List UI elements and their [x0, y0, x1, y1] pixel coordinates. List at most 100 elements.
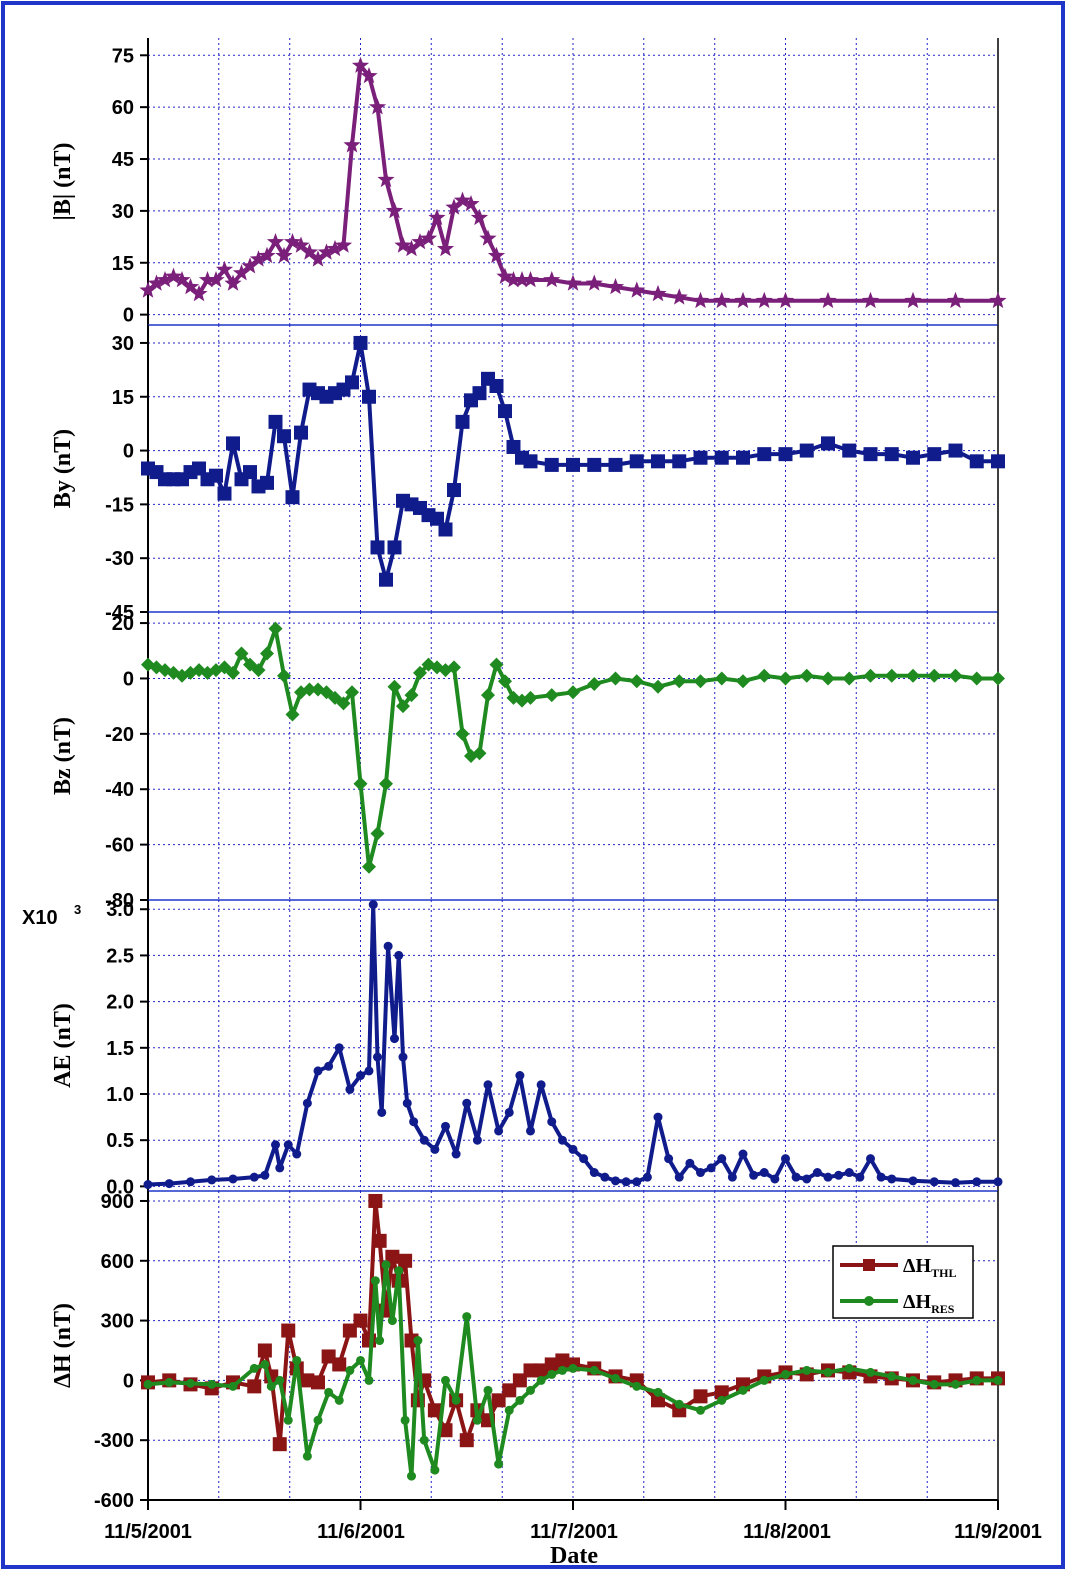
- data-point: [268, 414, 283, 429]
- data-point: [377, 1107, 387, 1117]
- y-tick-label: 0: [123, 441, 134, 463]
- data-point: [436, 239, 455, 257]
- data-point: [589, 1168, 599, 1178]
- data-point: [383, 941, 393, 951]
- data-point: [283, 1415, 293, 1425]
- y-tick-label: 1.0: [106, 1084, 134, 1106]
- data-point: [483, 1080, 493, 1090]
- y-tick-label: -30: [105, 548, 134, 570]
- data-point: [472, 1415, 482, 1425]
- data-point: [864, 1296, 874, 1306]
- data-point: [249, 1363, 259, 1373]
- data-point: [427, 1403, 442, 1418]
- data-point: [791, 1172, 801, 1182]
- y-tick-label: 15: [112, 387, 134, 409]
- data-point: [472, 746, 487, 761]
- data-point: [863, 447, 878, 462]
- data-point: [989, 291, 1007, 309]
- data-point: [268, 621, 283, 636]
- data-point: [453, 191, 472, 208]
- data-point: [413, 1336, 423, 1346]
- data-point: [821, 671, 835, 686]
- data-point: [608, 671, 623, 686]
- data-point: [317, 243, 336, 260]
- data-point: [526, 1126, 535, 1136]
- data-point: [855, 1172, 865, 1182]
- data-point: [372, 1233, 387, 1248]
- data-point: [884, 668, 899, 683]
- data-point: [387, 679, 402, 694]
- data-point: [356, 1071, 365, 1081]
- data-point: [368, 900, 378, 910]
- data-point: [368, 98, 387, 115]
- data-point: [309, 250, 327, 267]
- data-point: [494, 1126, 504, 1136]
- data-point: [489, 657, 504, 672]
- data-point: [812, 1168, 822, 1178]
- data-point: [547, 1117, 557, 1127]
- y-tick-label: 2.5: [106, 945, 134, 967]
- data-point: [300, 243, 319, 260]
- data-point: [600, 1172, 610, 1182]
- x-tick-label: 11/6/2001: [317, 1521, 405, 1543]
- data-point: [186, 1378, 195, 1388]
- data-point: [696, 1405, 705, 1415]
- data-point: [260, 646, 274, 661]
- data-point: [472, 1135, 482, 1145]
- panel-3: -80 -60 -40 -20 0 20 Bz (nT): [50, 612, 1005, 912]
- data-point: [226, 436, 240, 451]
- data-point: [566, 457, 580, 472]
- data-point: [181, 278, 200, 295]
- data-point: [302, 682, 317, 697]
- data-point: [447, 483, 461, 498]
- data-point: [863, 1259, 875, 1271]
- data-point: [451, 1149, 461, 1159]
- data-point: [260, 1170, 270, 1180]
- data-point: [544, 688, 559, 703]
- data-point: [778, 447, 793, 462]
- data-point: [368, 1193, 383, 1208]
- data-point: [430, 511, 444, 526]
- data-point: [564, 274, 582, 291]
- data-point: [736, 450, 750, 465]
- data-point: [555, 1353, 570, 1368]
- data-point: [504, 271, 523, 288]
- data-point: [611, 1373, 620, 1383]
- data-point: [207, 1175, 217, 1185]
- y-tick-label: -60: [105, 835, 134, 857]
- data-point: [260, 475, 274, 490]
- data-point: [234, 646, 249, 661]
- data-point: [823, 1367, 833, 1377]
- data-point: [587, 457, 602, 472]
- data-point: [345, 1365, 355, 1375]
- data-point: [628, 281, 646, 298]
- data-point: [770, 1174, 780, 1184]
- data-point: [224, 274, 242, 291]
- data-point: [906, 668, 920, 683]
- data-point: [407, 1471, 416, 1481]
- data-point: [364, 1066, 374, 1076]
- y-tick-label: 0: [123, 1370, 134, 1392]
- data-point: [664, 1154, 674, 1164]
- data-point: [313, 1415, 323, 1425]
- data-point: [611, 1176, 620, 1186]
- data-point: [693, 1389, 708, 1404]
- data-point: [370, 540, 385, 555]
- series-2: [143, 1260, 1003, 1481]
- data-point: [781, 1369, 790, 1379]
- data-point: [908, 1176, 918, 1186]
- data-point: [651, 1393, 665, 1408]
- data-point: [228, 1381, 238, 1391]
- y-tick-label: 1.5: [106, 1038, 134, 1060]
- data-point: [842, 671, 857, 686]
- data-point: [904, 291, 922, 309]
- data-point: [394, 236, 412, 253]
- data-point: [906, 450, 920, 465]
- data-point: [844, 1168, 854, 1178]
- data-point: [419, 229, 438, 246]
- data-point: [621, 1177, 631, 1187]
- data-point: [504, 1405, 514, 1415]
- data-point: [651, 679, 665, 694]
- data-point: [207, 1379, 217, 1389]
- data-point: [143, 1379, 153, 1389]
